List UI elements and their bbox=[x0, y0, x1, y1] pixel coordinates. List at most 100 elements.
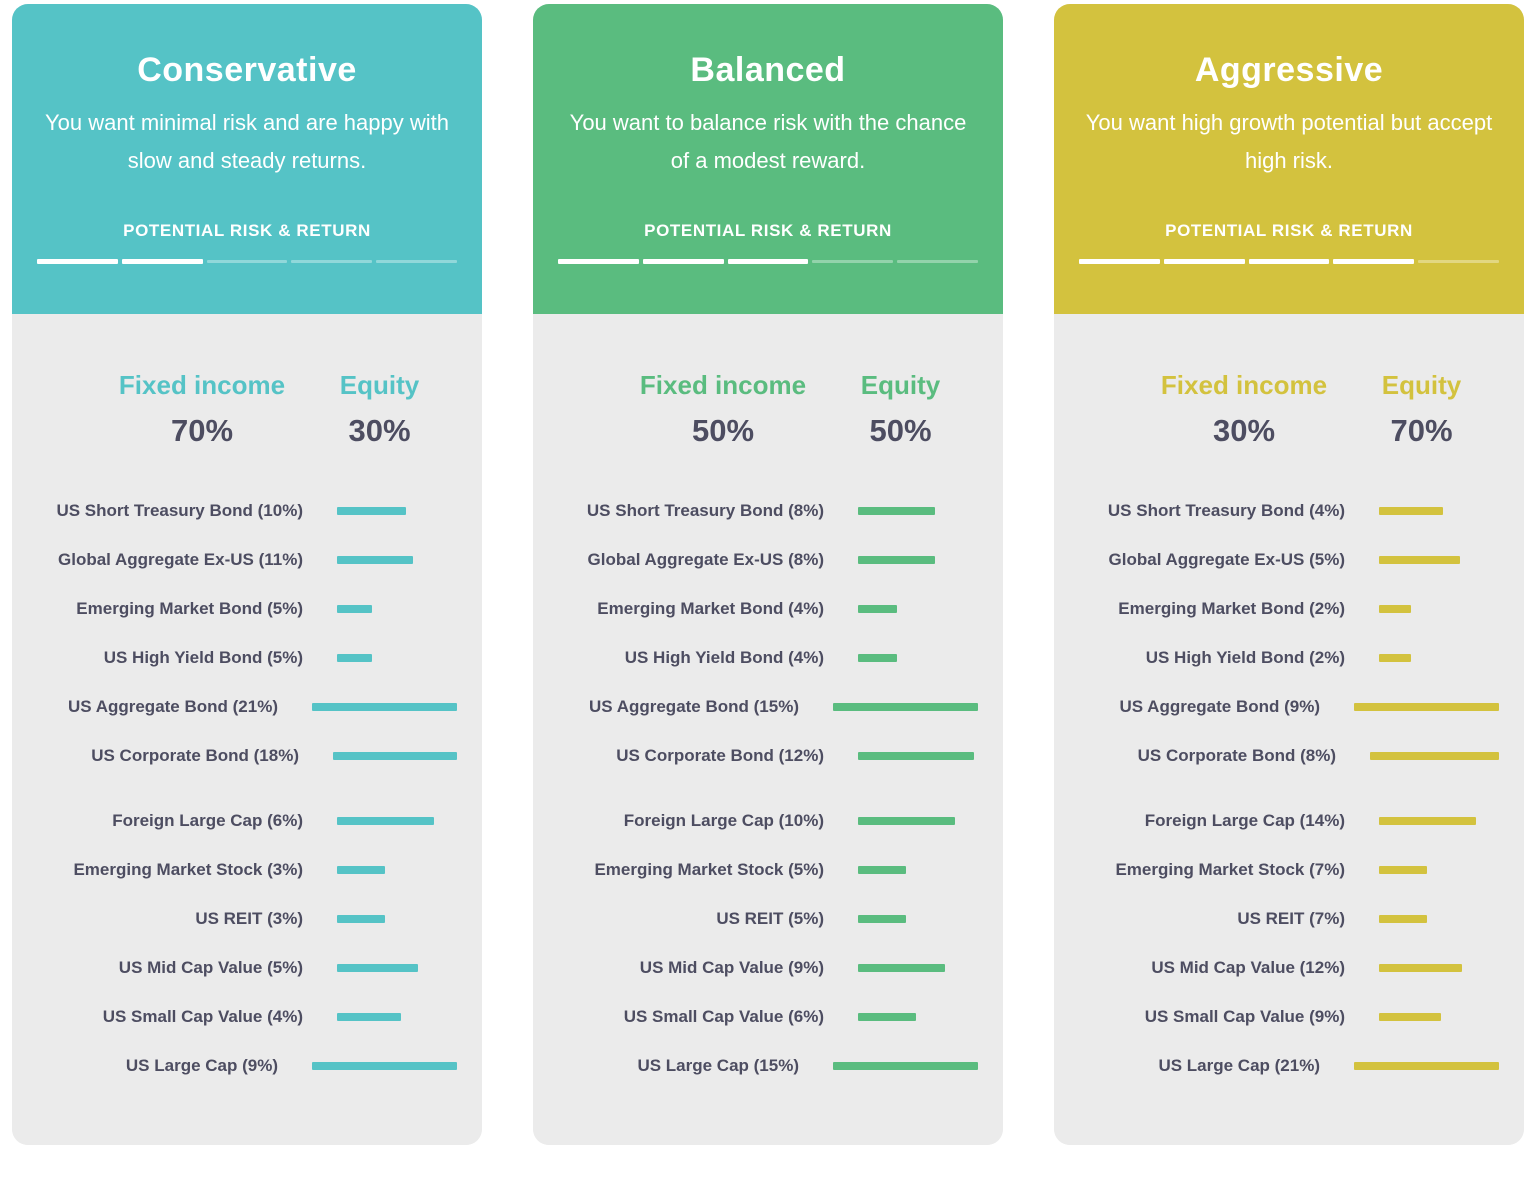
risk-meter-segment bbox=[727, 259, 809, 264]
allocation-label: US Large Cap (15%) bbox=[637, 1056, 799, 1075]
risk-meter-segment bbox=[1079, 259, 1160, 264]
allocation-label: US Corporate Bond (18%) bbox=[91, 746, 299, 765]
allocation-bar bbox=[858, 866, 906, 874]
allocation-label: US Mid Cap Value (9%) bbox=[639, 958, 824, 977]
allocation-row: Foreign Large Cap (14%) bbox=[1079, 811, 1499, 831]
allocation-label: Global Aggregate Ex-US (11%) bbox=[58, 550, 303, 569]
allocation-bar bbox=[333, 752, 457, 760]
allocation-bar bbox=[1379, 817, 1476, 825]
portfolio-description: You want minimal risk and are happy with… bbox=[45, 110, 449, 173]
allocation-label: US Mid Cap Value (12%) bbox=[1151, 958, 1345, 977]
equity-percent: 70% bbox=[1390, 413, 1453, 448]
allocation-label: US Small Cap Value (9%) bbox=[1144, 1007, 1345, 1026]
allocation-bar bbox=[1379, 964, 1462, 972]
allocation-bar bbox=[1379, 556, 1460, 564]
portfolio-card-aggressive: Aggressive You want high growth potentia… bbox=[1054, 4, 1524, 1145]
allocation-bar bbox=[858, 752, 974, 760]
allocation-bar bbox=[312, 1062, 457, 1070]
equity-column-label: Equity bbox=[1381, 370, 1462, 400]
allocation-row: US Corporate Bond (8%) bbox=[1079, 746, 1499, 766]
allocation-row: US Short Treasury Bond (8%) bbox=[558, 501, 978, 521]
allocation-row: Foreign Large Cap (6%) bbox=[37, 811, 457, 831]
allocation-label: US Small Cap Value (6%) bbox=[623, 1007, 824, 1026]
allocation-column-headers: Fixed income Equity bbox=[1079, 370, 1499, 401]
allocation-label: US High Yield Bond (5%) bbox=[103, 648, 303, 667]
allocation-label: Emerging Market Bond (4%) bbox=[597, 599, 824, 618]
allocation-label: US REIT (7%) bbox=[1237, 909, 1345, 928]
equity-rows: Foreign Large Cap (6%) Emerging Market S… bbox=[37, 811, 457, 1076]
risk-return-meter bbox=[37, 259, 457, 264]
allocation-label: US Corporate Bond (8%) bbox=[1137, 746, 1336, 765]
fixed-income-percent: 70% bbox=[170, 413, 234, 448]
fixed-income-rows: US Short Treasury Bond (8%) Global Aggre… bbox=[558, 501, 978, 766]
risk-meter-segment bbox=[1333, 259, 1415, 264]
allocation-label: Emerging Market Stock (3%) bbox=[73, 860, 303, 879]
allocation-label: US High Yield Bond (2%) bbox=[1145, 648, 1345, 667]
allocation-bar bbox=[337, 1013, 401, 1021]
risk-meter-segment bbox=[291, 260, 373, 263]
risk-meter-segment bbox=[1418, 260, 1499, 263]
allocation-label: Emerging Market Bond (5%) bbox=[76, 599, 303, 618]
allocation-bar bbox=[1379, 654, 1411, 662]
allocation-bar bbox=[312, 703, 457, 711]
portfolio-description: You want high growth potential but accep… bbox=[1085, 110, 1493, 173]
allocation-bar bbox=[337, 654, 372, 662]
allocation-bar bbox=[858, 964, 945, 972]
allocation-label: US High Yield Bond (4%) bbox=[624, 648, 824, 667]
fixed-income-column-label: Fixed income bbox=[639, 370, 807, 400]
portfolio-card-header: Conservative You want minimal risk and a… bbox=[12, 4, 482, 314]
portfolio-title: Aggressive bbox=[1194, 51, 1384, 89]
portfolio-card-body: Fixed income Equity 70% 30% US Short Tre… bbox=[12, 314, 482, 1145]
allocation-row: US Large Cap (9%) bbox=[37, 1056, 457, 1076]
allocation-row: US Aggregate Bond (9%) bbox=[1079, 697, 1499, 717]
risk-meter-segment bbox=[206, 260, 288, 263]
equity-percent: 30% bbox=[348, 413, 411, 448]
allocation-column-totals: 50% 50% bbox=[558, 413, 978, 449]
allocation-row: US Large Cap (15%) bbox=[558, 1056, 978, 1076]
portfolio-card-header: Balanced You want to balance risk with t… bbox=[533, 4, 1003, 314]
allocation-row: US Large Cap (21%) bbox=[1079, 1056, 1499, 1076]
portfolio-card-header: Aggressive You want high growth potentia… bbox=[1054, 4, 1524, 314]
allocation-row: US Mid Cap Value (5%) bbox=[37, 958, 457, 978]
allocation-bar bbox=[858, 654, 897, 662]
allocation-label: Foreign Large Cap (14%) bbox=[1144, 811, 1345, 830]
fixed-income-percent: 30% bbox=[1212, 413, 1276, 448]
allocation-bar bbox=[858, 556, 935, 564]
risk-return-label: POTENTIAL RISK & RETURN bbox=[1165, 221, 1413, 240]
allocation-row: US REIT (3%) bbox=[37, 909, 457, 929]
risk-meter-segment bbox=[37, 259, 118, 264]
allocation-bar bbox=[337, 507, 406, 515]
allocation-row: US Aggregate Bond (15%) bbox=[558, 697, 978, 717]
risk-meter-segment bbox=[121, 259, 203, 264]
fixed-income-column-label: Fixed income bbox=[1160, 370, 1328, 400]
equity-rows: Foreign Large Cap (10%) Emerging Market … bbox=[558, 811, 978, 1076]
allocation-label: Emerging Market Bond (2%) bbox=[1118, 599, 1345, 618]
allocation-bar bbox=[337, 605, 372, 613]
allocation-column-headers: Fixed income Equity bbox=[558, 370, 978, 401]
portfolio-card-body: Fixed income Equity 30% 70% US Short Tre… bbox=[1054, 314, 1524, 1145]
allocation-bar bbox=[337, 817, 434, 825]
risk-meter-segment bbox=[1248, 259, 1330, 264]
allocation-bar bbox=[1370, 752, 1499, 760]
allocation-row: Emerging Market Bond (4%) bbox=[558, 599, 978, 619]
risk-meter-segment bbox=[376, 260, 457, 263]
equity-rows: Foreign Large Cap (14%) Emerging Market … bbox=[1079, 811, 1499, 1076]
risk-return-meter bbox=[558, 259, 978, 264]
portfolio-card-body: Fixed income Equity 50% 50% US Short Tre… bbox=[533, 314, 1003, 1145]
allocation-row: US Small Cap Value (9%) bbox=[1079, 1007, 1499, 1027]
fixed-income-percent: 50% bbox=[691, 413, 755, 448]
allocation-row: Emerging Market Bond (5%) bbox=[37, 599, 457, 619]
allocation-label: US Aggregate Bond (21%) bbox=[67, 697, 278, 716]
allocation-row: US High Yield Bond (2%) bbox=[1079, 648, 1499, 668]
risk-return-label: POTENTIAL RISK & RETURN bbox=[644, 221, 892, 240]
allocation-label: US Short Treasury Bond (10%) bbox=[56, 501, 303, 520]
risk-meter-segment bbox=[897, 260, 978, 263]
allocation-row: Global Aggregate Ex-US (5%) bbox=[1079, 550, 1499, 570]
allocation-row: Global Aggregate Ex-US (11%) bbox=[37, 550, 457, 570]
allocation-row: Emerging Market Stock (7%) bbox=[1079, 860, 1499, 880]
allocation-row: Emerging Market Bond (2%) bbox=[1079, 599, 1499, 619]
allocation-label: Emerging Market Stock (5%) bbox=[594, 860, 824, 879]
allocation-row: US Short Treasury Bond (4%) bbox=[1079, 501, 1499, 521]
allocation-row: US Aggregate Bond (21%) bbox=[37, 697, 457, 717]
allocation-label: US Short Treasury Bond (4%) bbox=[1107, 501, 1345, 520]
